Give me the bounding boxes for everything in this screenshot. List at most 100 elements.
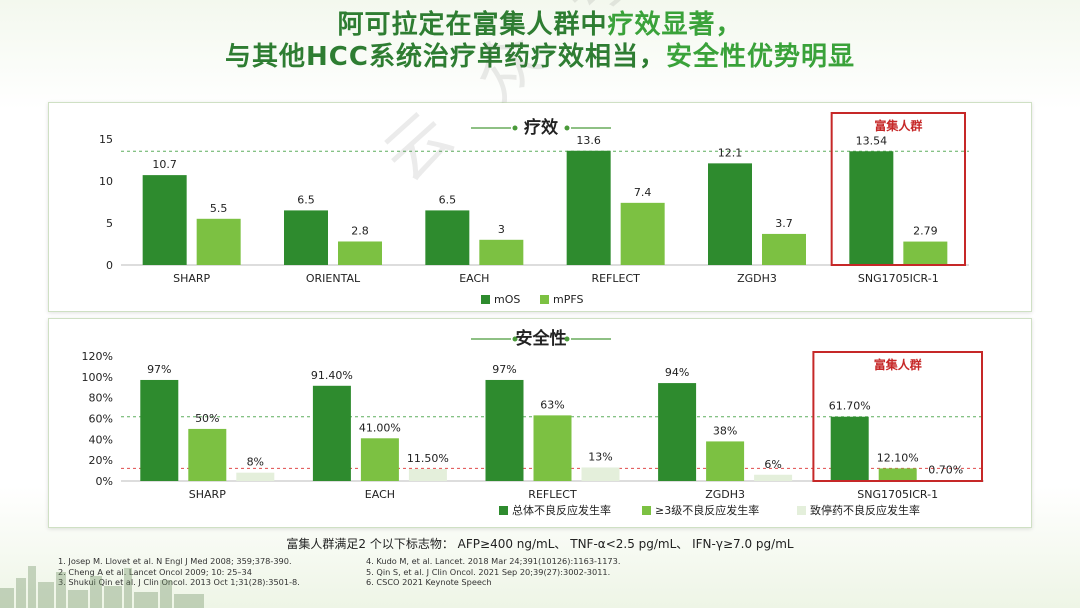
x-tick-label: EACH <box>365 488 395 501</box>
bar-value-label: 10.7 <box>152 158 177 171</box>
y-tick-label: 60% <box>89 413 113 426</box>
x-tick-label: ORIENTAL <box>306 272 361 285</box>
highlight-box <box>812 351 984 482</box>
slide-title-line1: 阿可拉定在富集人群中疗效显著， <box>0 4 1080 41</box>
title-line2-part1: 与其他HCC系统治疗单药疗效相当， <box>225 42 666 72</box>
reference-item: 5. Qin S, et al. J Clin Oncol. 2021 Sep … <box>366 566 611 577</box>
bar-value-label: 0.70% <box>928 463 963 476</box>
legend-swatch <box>797 506 806 515</box>
bar-value-label: 6.5 <box>439 193 457 206</box>
bar <box>142 175 187 265</box>
highlight-label: 富集人群 <box>874 357 922 372</box>
city-skyline-decoration <box>0 566 204 608</box>
bar-value-label: 91.40% <box>311 369 353 382</box>
bar <box>284 210 328 265</box>
bar <box>878 468 917 481</box>
bar <box>140 379 179 481</box>
bar-value-label: 13.6 <box>576 134 601 147</box>
bar-value-label: 50% <box>195 412 219 425</box>
bar-value-label: 5.5 <box>210 202 228 215</box>
y-tick-label: 120% <box>82 350 113 363</box>
y-tick-label: 80% <box>89 392 113 405</box>
references-left: 1. Josep M. Llovet et al. N Engl J Med 2… <box>58 556 300 588</box>
bar-value-label: 97% <box>147 363 171 376</box>
legend-label: 致停药不良反应发生率 <box>810 503 920 517</box>
bar <box>830 416 869 481</box>
bar <box>425 210 470 265</box>
legend-swatch <box>642 506 651 515</box>
bar <box>408 469 447 481</box>
bar <box>196 218 241 265</box>
bar <box>658 383 697 481</box>
x-tick-label: SHARP <box>173 272 210 285</box>
bar-value-label: 97% <box>492 363 516 376</box>
bar <box>338 241 382 265</box>
legend-swatch <box>499 506 508 515</box>
reference-item: 3. Shukui Qin et al. J Clin Oncol. 2013 … <box>58 577 300 587</box>
bar <box>762 233 806 265</box>
y-tick-label: 5 <box>106 217 113 230</box>
title-line1-part2: 疗效显著， <box>607 10 743 40</box>
legend-swatch <box>540 295 549 304</box>
bar <box>566 150 611 265</box>
bar-value-label: 38% <box>713 424 737 437</box>
x-tick-label: ZGDH3 <box>705 488 745 501</box>
highlight-box <box>830 112 967 266</box>
x-tick-label: EACH <box>459 272 489 285</box>
y-tick-label: 0 <box>106 259 113 272</box>
legend-label: mPFS <box>553 293 583 306</box>
bar <box>581 467 620 481</box>
safety-chart: 安全性 0% 20% 40% 60% 80% 100% 120% 97% 50% 8% SHARP 91… <box>82 328 984 517</box>
y-tick-label: 40% <box>89 433 113 446</box>
bar-value-label: 6.5 <box>297 193 315 206</box>
bar <box>903 241 948 265</box>
efficacy-chart: 疗效 0 5 10 15 10.7 5.5 SHARP 6.5 2.8 ORIENTAL 6.5 3 EA… <box>99 112 969 306</box>
title-decor-dot <box>564 336 570 342</box>
title-line1-part1: 阿可拉定在富集人群中 <box>337 10 608 40</box>
x-tick-label: SHARP <box>189 488 226 501</box>
highlight-label: 富集人群 <box>874 118 922 133</box>
bar-value-label: 13.54 <box>856 134 888 147</box>
bar <box>849 151 894 265</box>
x-tick-label: SNG1705ICR-1 <box>857 488 938 501</box>
reference-item: 4. Kudo M, et al. Lancet. 2018 Mar 24;39… <box>366 556 621 566</box>
bar <box>479 239 524 265</box>
reference-item: 1. Josep M. Llovet et al. N Engl J Med 2… <box>58 556 292 566</box>
bar <box>708 163 752 265</box>
enrichment-note: 富集人群满足2 个以下标志物： AFP≥400 ng/mL、 TNF-α<2.5… <box>286 537 794 551</box>
bar <box>312 385 351 481</box>
chart-title: 安全性 <box>516 328 567 349</box>
safety-chart-panel: 安全性 0% 20% 40% 60% 80% 100% 120% 97% 50% 8% SHARP 91… <box>48 318 1032 528</box>
y-tick-label: 20% <box>89 454 113 467</box>
bar-value-label: 41.00% <box>359 421 401 434</box>
title-line2-part2: 安全性优势明显 <box>665 42 855 72</box>
reference-item: 2. Cheng A et al. Lancet Oncol 2009; 10:… <box>58 566 252 577</box>
bar-value-label: 63% <box>540 398 564 411</box>
slide-title-line2: 与其他HCC系统治疗单药疗效相当，安全性优势明显 <box>0 36 1080 73</box>
x-tick-label: REFLECT <box>591 272 640 285</box>
bar-value-label: 3.7 <box>775 217 793 230</box>
bar-value-label: 7.4 <box>634 186 652 199</box>
reference-item: 6. CSCO 2021 Keynote Speech <box>366 577 492 587</box>
x-tick-label: SNG1705ICR-1 <box>858 272 939 285</box>
bar <box>706 441 745 481</box>
legend-label: mOS <box>494 293 520 306</box>
bar-value-label: 13% <box>588 450 612 463</box>
bar-value-label: 2.8 <box>351 224 369 237</box>
title-decor-dot <box>564 125 570 131</box>
bar <box>236 472 275 481</box>
y-tick-label: 0% <box>96 475 113 488</box>
bar-value-label: 12.1 <box>718 146 743 159</box>
x-tick-label: ZGDH3 <box>737 272 777 285</box>
bar-value-label: 3 <box>498 223 505 236</box>
bar <box>620 202 665 265</box>
bar <box>360 438 399 481</box>
x-tick-label: REFLECT <box>528 488 577 501</box>
bar <box>754 474 793 481</box>
bar <box>188 428 227 481</box>
bar-value-label: 94% <box>665 366 689 379</box>
bar-value-label: 2.79 <box>913 225 938 238</box>
y-tick-label: 100% <box>82 371 113 384</box>
bar-value-label: 61.70% <box>829 400 871 413</box>
legend-label: 总体不良反应发生率 <box>512 503 611 517</box>
